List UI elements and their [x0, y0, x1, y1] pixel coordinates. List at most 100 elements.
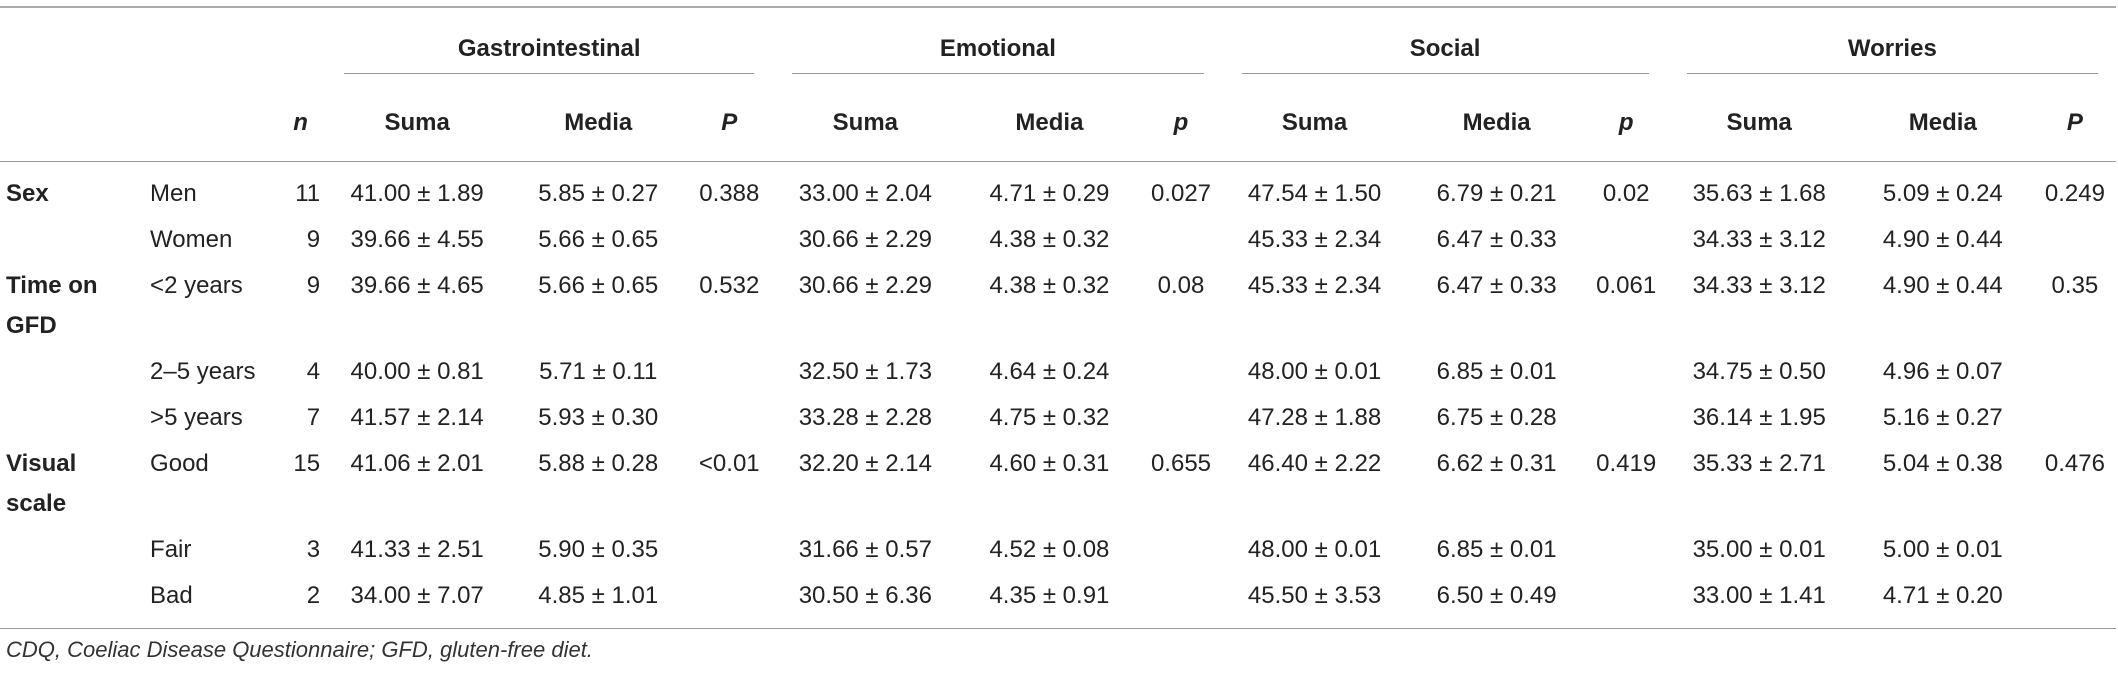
value-cell: 4.38 ± 0.32 [989, 272, 1110, 299]
column-header: Media [1407, 85, 1586, 162]
table-container: Gastrointestinal Emotional Social Worries n… [0, 6, 2116, 662]
value-cell: 5.93 ± 0.30 [538, 404, 659, 431]
value-cell: 45.50 ± 3.53 [1221, 573, 1408, 629]
section-label-empty [0, 217, 142, 263]
section-label-empty [0, 395, 142, 441]
value-cell: 48.00 ± 0.01 [1247, 536, 1382, 563]
value-cell: 34.00 ± 7.07 [324, 573, 511, 629]
column-header: P [686, 85, 773, 162]
value-cell: 45.33 ± 2.34 [1247, 272, 1382, 299]
value-cell: 0.061 [1596, 272, 1657, 299]
empty-cell [2034, 395, 2116, 441]
group-header-text: Emotional [792, 19, 1204, 74]
value-cell: 30.66 ± 2.29 [798, 226, 932, 253]
column-header: Media [510, 85, 687, 162]
value-cell: 4.52 ± 0.08 [989, 536, 1110, 563]
value-cell: 5.09 ± 0.24 [1882, 180, 2003, 207]
value-cell: 35.33 ± 2.71 [1692, 450, 1826, 477]
empty-cell [686, 573, 773, 629]
value-cell: 0.532 [699, 272, 760, 299]
value-cell: 47.28 ± 1.88 [1247, 404, 1382, 431]
n-value: 2 [277, 573, 325, 629]
value-cell: 33.00 ± 1.41 [1666, 573, 1852, 629]
n-value: 11 [295, 180, 321, 207]
column-header: p [1585, 85, 1667, 162]
table-row: Women 9 39.66 ± 4.55 5.66 ± 0.65 30.66 ± 2.2… [0, 217, 2116, 263]
value-cell: 41.57 ± 2.14 [350, 404, 484, 431]
column-header: Suma [772, 85, 959, 162]
value-cell: 45.33 ± 2.34 [1247, 226, 1382, 253]
value-cell: 4.60 ± 0.31 [989, 450, 1110, 477]
value-cell: 32.20 ± 2.14 [798, 450, 932, 477]
empty-cell [1140, 395, 1221, 441]
value-cell: 41.06 ± 2.01 [350, 450, 484, 477]
column-header: P [2033, 85, 2116, 162]
value-cell: 5.88 ± 0.28 [538, 450, 659, 477]
empty-cell [2034, 527, 2116, 573]
n-value: 4 [306, 358, 321, 385]
n-value: 9 [306, 226, 321, 253]
section-label: Visual scale [6, 450, 77, 517]
sub-header-row: n Suma Media P Suma Media p Suma Media p Suma Media… [0, 85, 2116, 162]
section-label: Time on GFD [6, 272, 98, 339]
value-cell: 32.50 ± 1.73 [798, 358, 932, 385]
value-cell: 5.90 ± 0.35 [538, 536, 659, 563]
n-value: 9 [306, 272, 321, 299]
empty-cell [1586, 217, 1667, 263]
table-row: Fair 3 41.33 ± 2.51 5.90 ± 0.35 31.66 ± 0.57… [0, 527, 2116, 573]
value-cell: 48.00 ± 0.01 [1247, 358, 1382, 385]
value-cell: 5.00 ± 0.01 [1882, 536, 2003, 563]
table-body: Sex Men 11 41.00 ± 1.89 5.85 ± 0.27 0.388 33.0… [0, 162, 2116, 629]
group-header-text: Social [1241, 19, 1649, 74]
value-cell: 41.00 ± 1.89 [350, 180, 484, 207]
value-cell: 31.66 ± 0.57 [798, 536, 932, 563]
value-cell: 0.35 [2051, 272, 2099, 299]
value-cell: 30.66 ± 2.29 [798, 272, 932, 299]
column-header: Media [958, 85, 1141, 162]
row-label: Bad [142, 573, 278, 629]
value-cell: 46.40 ± 2.22 [1247, 450, 1382, 477]
section-label: Sex [6, 180, 49, 207]
value-cell: 5.04 ± 0.38 [1882, 450, 2003, 477]
table-row: 2–5 years 4 40.00 ± 0.81 5.71 ± 0.11 32.50 ±… [0, 349, 2116, 395]
row-label: <2 years [150, 272, 243, 299]
table-row: >5 years 7 41.57 ± 2.14 5.93 ± 0.30 33.28 ± … [0, 395, 2116, 441]
table-row: Sex Men 11 41.00 ± 1.89 5.85 ± 0.27 0.388 33.0… [0, 162, 2116, 218]
n-value: 15 [293, 450, 321, 477]
results-table: Gastrointestinal Emotional Social Worries n… [0, 6, 2116, 629]
empty-cell [2034, 349, 2116, 395]
column-header: Suma [324, 85, 511, 162]
empty-cell [1140, 217, 1221, 263]
value-cell: 0.419 [1596, 450, 1657, 477]
value-cell: 4.71 ± 0.29 [989, 180, 1110, 207]
column-header: Suma [1666, 85, 1852, 162]
empty-cell [2034, 217, 2116, 263]
section-label-empty [0, 573, 143, 629]
value-cell: 4.96 ± 0.07 [1882, 358, 2003, 385]
value-cell: 36.14 ± 1.95 [1692, 404, 1826, 431]
footnote: CDQ, Coeliac Disease Questionnaire; GFD,… [6, 637, 593, 662]
row-label: >5 years [150, 404, 243, 431]
value-cell: 0.655 [1150, 450, 1212, 477]
value-cell: 4.85 ± 1.01 [510, 573, 687, 629]
n-value: 3 [306, 536, 321, 563]
row-label: 2–5 years [150, 358, 256, 385]
value-cell: 0.476 [2044, 450, 2105, 477]
value-cell: 30.50 ± 6.36 [772, 573, 959, 629]
group-header: Emotional [772, 6, 1222, 85]
empty-cell [1586, 349, 1667, 395]
value-cell: 39.66 ± 4.55 [350, 226, 484, 253]
value-cell: 5.16 ± 0.27 [1882, 404, 2003, 431]
value-cell: 6.79 ± 0.21 [1436, 180, 1557, 207]
empty-cell [1140, 573, 1222, 629]
column-header: Media [1851, 85, 2034, 162]
value-cell: 5.66 ± 0.65 [538, 272, 659, 299]
value-cell: 6.75 ± 0.28 [1436, 404, 1557, 431]
value-cell: <0.01 [698, 450, 760, 477]
empty-cell [1586, 395, 1667, 441]
empty-cell [1140, 349, 1221, 395]
value-cell: 6.50 ± 0.49 [1407, 573, 1586, 629]
empty-cell [1586, 527, 1667, 573]
value-cell: 47.54 ± 1.50 [1247, 180, 1382, 207]
